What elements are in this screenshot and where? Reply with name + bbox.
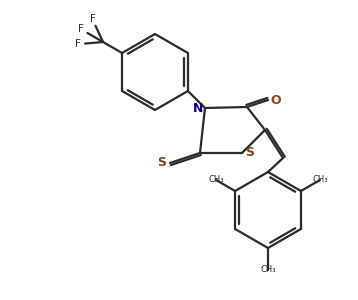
Text: F: F bbox=[78, 25, 84, 34]
Text: O: O bbox=[271, 94, 281, 106]
Text: S: S bbox=[246, 146, 255, 160]
Text: CH₃: CH₃ bbox=[208, 176, 224, 184]
Text: S: S bbox=[158, 157, 166, 169]
Text: N: N bbox=[193, 101, 203, 115]
Text: CH₃: CH₃ bbox=[260, 266, 276, 274]
Text: CH₃: CH₃ bbox=[312, 176, 328, 184]
Text: F: F bbox=[90, 14, 96, 24]
Text: F: F bbox=[75, 39, 81, 49]
